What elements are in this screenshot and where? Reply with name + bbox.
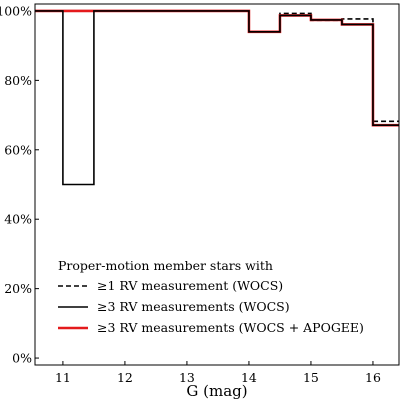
- legend-label: ≥1 RV measurement (WOCS): [97, 278, 283, 293]
- plot-frame: [34, 3, 400, 366]
- x-axis-label: G (mag): [186, 382, 247, 400]
- plot-area: [35, 4, 399, 365]
- y-tick-label: 100%: [0, 3, 32, 18]
- x-tick-label: 13: [179, 370, 195, 385]
- y-tick-label: 0%: [12, 351, 32, 366]
- legend: Proper-motion member stars with ≥1 RV me…: [58, 258, 364, 335]
- y-tick-label: 20%: [4, 281, 32, 296]
- x-tick-label: 16: [365, 370, 381, 385]
- series-layer: [35, 9, 399, 186]
- x-axis: 11 12 13 14 15 16: [55, 361, 381, 385]
- legend-label: ≥3 RV measurements (WOCS + APOGEE): [97, 320, 364, 335]
- x-tick-label: 15: [303, 370, 319, 385]
- series-line-2: [35, 10, 399, 186]
- y-tick-label: 60%: [4, 142, 32, 157]
- legend-title: Proper-motion member stars with: [58, 258, 273, 273]
- y-tick-label: 40%: [4, 212, 32, 227]
- y-tick-label: 80%: [4, 73, 32, 88]
- legend-label: ≥3 RV measurements (WOCS): [97, 299, 290, 314]
- y-axis: 0% 20% 40% 60% 80% 100%: [0, 3, 39, 366]
- x-tick-label: 12: [117, 370, 133, 385]
- x-tick-label: 11: [55, 370, 71, 385]
- x-tick-label: 14: [241, 370, 257, 385]
